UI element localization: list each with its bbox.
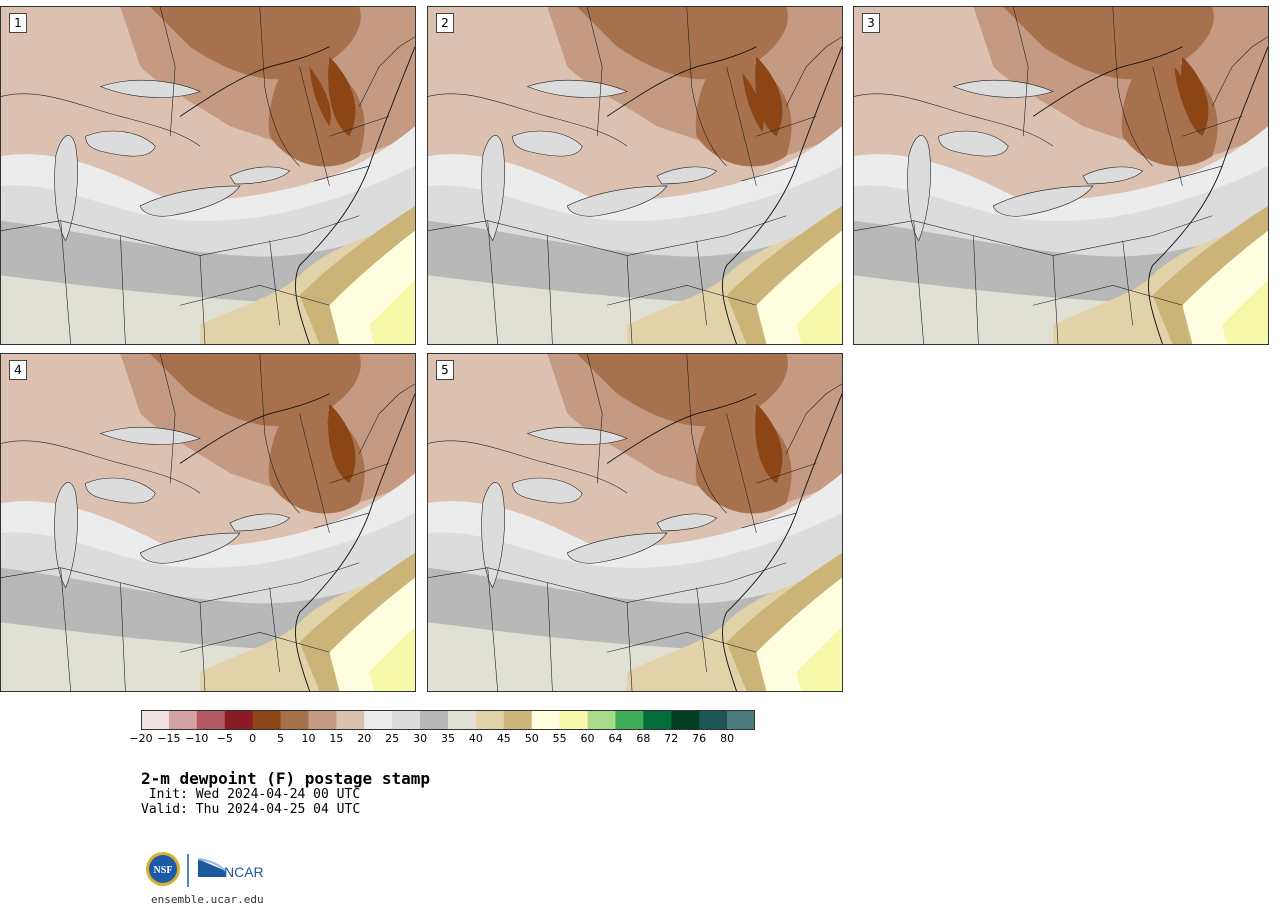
- colorbar-swatch: [643, 710, 672, 730]
- dewpoint-field-map: [428, 7, 842, 344]
- colorbar-swatch: [141, 710, 170, 730]
- colorbar-tick-label: 40: [468, 732, 483, 745]
- colorbar-swatch: [615, 710, 644, 730]
- colorbar-swatch: [252, 710, 282, 730]
- colorbar-tick-label: 50: [524, 732, 539, 745]
- panel-number-label: 5: [436, 360, 454, 380]
- colorbar: [141, 710, 755, 730]
- colorbar-swatch: [671, 710, 700, 730]
- colorbar-swatch: [392, 710, 421, 730]
- colorbar-swatch: [364, 710, 393, 730]
- panel-number-label: 3: [862, 13, 880, 33]
- colorbar-tick-label: 80: [720, 732, 735, 745]
- colorbar-tick-label: 45: [496, 732, 511, 745]
- website-url: ensemble.ucar.edu: [151, 893, 264, 906]
- colorbar-tick-label: 0: [249, 732, 257, 745]
- colorbar-tick-label: 60: [580, 732, 595, 745]
- dewpoint-field-map: [854, 7, 1268, 344]
- colorbar-swatch: [168, 710, 198, 730]
- colorbar-swatch: [336, 710, 365, 730]
- panel-number-label: 2: [436, 13, 454, 33]
- nsf-logo: NSF: [146, 852, 180, 886]
- colorbar-swatch: [420, 710, 449, 730]
- colorbar-tick-label: 35: [441, 732, 455, 745]
- colorbar-swatch: [224, 710, 254, 730]
- colorbar-tick-label: 5: [277, 732, 285, 745]
- colorbar-tick-label: −15: [157, 732, 181, 745]
- map-panel-5: 5: [427, 353, 843, 692]
- map-panel-2: 2: [427, 6, 843, 345]
- panel-number-label: 4: [9, 360, 27, 380]
- colorbar-swatch: [448, 710, 477, 730]
- colorbar-tick-label: 76: [692, 732, 707, 745]
- colorbar-swatch: [699, 710, 728, 730]
- dewpoint-field-map: [1, 7, 415, 344]
- logos: NSF NCAR: [146, 852, 264, 887]
- ncar-logo-text: NCAR: [224, 864, 264, 880]
- colorbar-tick-label: 30: [413, 732, 428, 745]
- colorbar-tick-label: 20: [357, 732, 372, 745]
- colorbar-tick-label: 72: [664, 732, 679, 745]
- colorbar-tick-label: −20: [129, 732, 153, 745]
- dewpoint-field-map: [1, 354, 415, 691]
- init-time: Init: Wed 2024-04-24 00 UTC: [141, 787, 361, 802]
- panel-number-label: 1: [9, 13, 27, 33]
- colorbar-tick-label: 55: [552, 732, 567, 745]
- figure-title: 2-m dewpoint (F) postage stamp: [141, 769, 430, 788]
- map-panel-1: 1: [0, 6, 416, 345]
- colorbar-swatch: [503, 710, 533, 730]
- colorbar-swatch: [531, 710, 561, 730]
- map-panel-3: 3: [853, 6, 1269, 345]
- nsf-logo-text: NSF: [154, 865, 173, 876]
- colorbar-tick-label: 10: [301, 732, 316, 745]
- colorbar-tick-label: −10: [185, 732, 209, 745]
- colorbar-swatch: [280, 710, 309, 730]
- colorbar-tick-label: 68: [636, 732, 651, 745]
- colorbar-swatch: [559, 710, 589, 730]
- colorbar-tick-label: 25: [385, 732, 400, 745]
- colorbar-swatch: [727, 710, 755, 730]
- colorbar-swatch: [308, 710, 337, 730]
- map-panel-4: 4: [0, 353, 416, 692]
- colorbar-swatch: [475, 710, 505, 730]
- colorbar-tick-label: 15: [329, 732, 344, 745]
- colorbar-swatch: [196, 710, 226, 730]
- colorbar-swatch: [587, 710, 616, 730]
- ncar-logo: NCAR: [197, 858, 264, 880]
- valid-time: Valid: Thu 2024-04-25 04 UTC: [141, 802, 361, 817]
- colorbar-tick-label: −5: [216, 732, 233, 745]
- colorbar-tick-labels: −20 −15 −10 −5 0 5 10 15 20 25 30 35 40 45 50 55 60 64 68 7…: [0, 732, 900, 750]
- colorbar-tick-label: 64: [608, 732, 623, 745]
- dewpoint-field-map: [428, 354, 842, 691]
